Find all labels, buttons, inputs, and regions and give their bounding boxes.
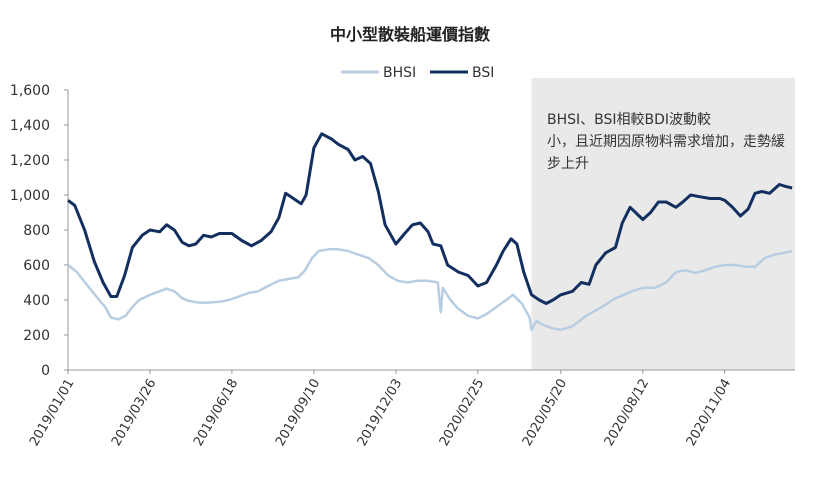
- y-tick-label: 0: [41, 363, 50, 379]
- y-tick-label: 800: [23, 223, 50, 239]
- y-tick-label: 400: [23, 293, 50, 309]
- y-tick-label: 1,400: [10, 118, 50, 134]
- legend-label-bhsi: BHSI: [383, 65, 416, 81]
- x-tick-labels: 2019/01/01 2019/03/26 2019/06/18 2019/09/10…: [27, 370, 734, 449]
- y-tick-label: 1,000: [10, 188, 50, 204]
- annotation-line: 步上升: [547, 156, 589, 172]
- x-tick-label: 2019/12/03: [355, 377, 405, 449]
- x-tick-label: 2019/06/18: [191, 377, 241, 449]
- y-tick-label: 200: [23, 328, 50, 344]
- series-line-bsi: [67, 132, 793, 305]
- x-tick-label: 2019/03/26: [109, 377, 159, 449]
- series-line-bhsi: [67, 248, 793, 332]
- x-tick-label: 2020/05/20: [520, 377, 570, 449]
- series-lines: [67, 132, 793, 332]
- x-tick-label: 2020/08/12: [602, 377, 652, 449]
- highlight-region: [531, 78, 795, 370]
- annotation-line: 小，且近期因原物料需求增加，走勢緩: [547, 134, 785, 150]
- y-tick-labels: 0 200 400 600 800 1,000 1,200 1,400 1,600: [10, 83, 68, 379]
- y-tick-label: 1,200: [10, 153, 50, 169]
- legend: BHSI BSI: [341, 65, 494, 81]
- x-tick-label: 2019/01/01: [27, 377, 77, 449]
- x-tick-label: 2019/09/10: [273, 377, 323, 449]
- legend-label-bsi: BSI: [472, 65, 494, 81]
- annotation-line: BHSI、BSI相較BDI波動較: [547, 112, 711, 128]
- y-tick-label: 1,600: [10, 83, 50, 99]
- x-tick-label: 2020/02/25: [437, 377, 487, 449]
- y-tick-label: 600: [23, 258, 50, 274]
- chart-title: 中小型散裝船運價指數: [330, 25, 490, 44]
- x-tick-label: 2020/11/04: [684, 377, 734, 449]
